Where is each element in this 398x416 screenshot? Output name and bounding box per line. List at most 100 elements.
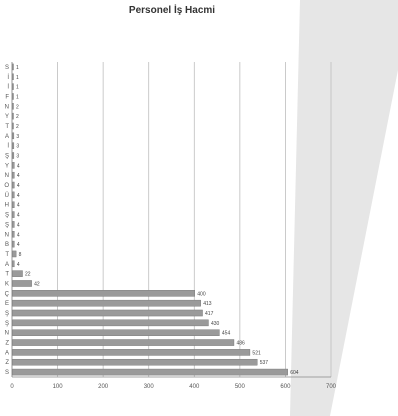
data-label: 4 xyxy=(17,213,20,219)
category-label: Ü xyxy=(5,192,9,199)
category-label: İ xyxy=(7,84,9,91)
category-label: O xyxy=(4,183,9,189)
data-label: 4 xyxy=(17,163,20,169)
bar xyxy=(12,171,15,179)
bar xyxy=(12,280,32,287)
bar xyxy=(12,73,14,81)
category-label: Z xyxy=(5,341,9,347)
bar xyxy=(12,63,14,71)
data-label: 42 xyxy=(34,281,40,287)
data-label: 1 xyxy=(16,65,19,71)
data-label: 4 xyxy=(17,203,20,209)
data-label: 4 xyxy=(17,183,20,189)
data-label: 1 xyxy=(16,85,19,91)
category-label: Ş xyxy=(5,222,9,228)
category-label: Ş xyxy=(5,213,9,219)
gridlines xyxy=(11,62,332,377)
data-label: 4 xyxy=(17,193,20,199)
data-label: 521 xyxy=(252,350,261,356)
x-tick-label: 700 xyxy=(326,384,337,390)
data-label: 400 xyxy=(197,291,206,297)
data-label: 413 xyxy=(203,301,212,307)
bar xyxy=(12,231,15,238)
bar xyxy=(12,270,23,277)
background-shape xyxy=(290,0,398,416)
bar xyxy=(12,329,220,336)
category-label: F xyxy=(5,94,9,100)
x-tick-label: 100 xyxy=(53,384,64,390)
data-label: 1 xyxy=(16,94,19,100)
bar xyxy=(12,309,203,317)
bar xyxy=(12,290,195,297)
category-label: E xyxy=(5,301,9,307)
data-label: 8 xyxy=(19,252,22,258)
bar xyxy=(12,83,14,90)
category-label: A xyxy=(5,350,9,356)
chart-title: Personel İş Hacmi xyxy=(129,3,215,16)
category-label: A xyxy=(5,134,9,140)
bars: 1111222333444444444842242400413417430454… xyxy=(12,63,299,376)
data-label: 417 xyxy=(205,311,214,317)
category-label: N xyxy=(5,331,9,337)
x-tick-label: 400 xyxy=(189,384,200,390)
bar xyxy=(12,201,15,208)
bar xyxy=(12,211,15,218)
bar xyxy=(12,142,15,149)
data-label: 3 xyxy=(16,144,19,150)
data-label: 3 xyxy=(16,154,19,160)
data-label: 454 xyxy=(222,331,231,337)
data-label: 4 xyxy=(17,242,20,248)
data-label: 2 xyxy=(16,124,19,130)
data-label: 2 xyxy=(16,114,19,120)
bar xyxy=(12,122,14,130)
category-label: İ xyxy=(7,74,9,81)
bar xyxy=(12,240,15,248)
category-label: N xyxy=(5,173,9,179)
x-tick-label: 300 xyxy=(144,384,155,390)
category-label: N xyxy=(5,104,9,110)
bar xyxy=(12,260,15,268)
bar xyxy=(12,358,258,366)
bar xyxy=(12,152,15,159)
data-label: 3 xyxy=(16,134,19,140)
bar xyxy=(12,299,201,307)
data-label: 1 xyxy=(16,75,19,81)
bar xyxy=(12,132,15,140)
bar xyxy=(12,368,288,376)
category-label: T xyxy=(5,272,9,278)
x-tick-label: 500 xyxy=(235,384,246,390)
category-label: S xyxy=(5,65,9,71)
bar xyxy=(12,162,15,169)
category-label: N xyxy=(5,232,9,238)
data-label: 22 xyxy=(25,272,31,278)
bar xyxy=(12,221,15,228)
category-label: Ş xyxy=(5,321,9,327)
data-label: 537 xyxy=(260,360,269,366)
category-label: Ş xyxy=(5,311,9,317)
bar xyxy=(12,93,14,100)
x-tick-label: 0 xyxy=(10,384,14,390)
data-label: 4 xyxy=(17,232,20,238)
category-label: Z xyxy=(5,360,9,366)
bar xyxy=(12,319,209,327)
category-label: T xyxy=(5,124,9,130)
x-tick-label: 200 xyxy=(98,384,109,390)
data-label: 4 xyxy=(17,262,20,268)
category-label: B xyxy=(5,242,9,248)
data-label: 4 xyxy=(17,222,20,228)
category-label: Ç xyxy=(5,291,10,297)
bar xyxy=(12,250,17,258)
axes: 0 100 200 300 400 500 600 700SİİFNYTAİŞYNOÜHŞŞN… xyxy=(4,62,337,390)
category-label: İ xyxy=(7,143,9,150)
data-label: 4 xyxy=(17,173,20,179)
data-label: 430 xyxy=(211,321,220,327)
category-label: Y xyxy=(5,114,9,120)
data-label: 486 xyxy=(236,341,245,347)
bar xyxy=(12,112,14,120)
bar xyxy=(12,191,15,199)
category-label: Y xyxy=(5,163,9,169)
bar xyxy=(12,339,235,346)
category-label: Ş xyxy=(5,154,9,160)
